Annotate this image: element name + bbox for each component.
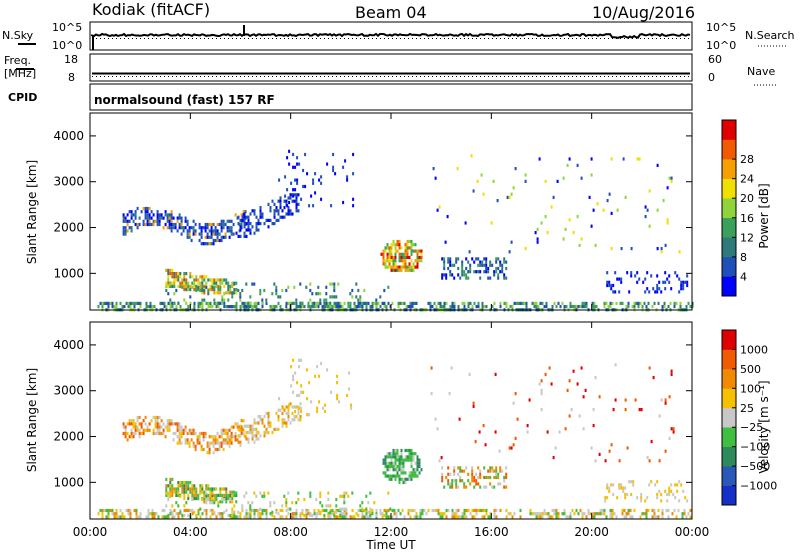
y-tick-label-1-0: 1000 — [53, 475, 84, 489]
velocity-ylabel: Slant Range [km] — [25, 368, 39, 472]
colorbar-swatch — [722, 237, 736, 258]
colorbar-tick-label: 25 — [740, 402, 754, 415]
colorbar-tick-label: 16 — [740, 212, 754, 225]
cpid-label: CPID — [8, 91, 37, 104]
y-tick-label-1-1: 2000 — [53, 430, 84, 444]
colorbar-tick-label: −1000 — [740, 480, 777, 493]
velocity-axes: 1000 2000 3000 4000 — [53, 322, 693, 519]
freq-tick-bottom: 8 — [68, 71, 75, 84]
x-axis-label: Time UT — [365, 538, 416, 552]
x-tick-label: 20:00 — [574, 525, 609, 539]
nsearch-tick-bottom: 10^0 — [706, 39, 736, 52]
beam-title: Beam 04 — [355, 3, 427, 22]
x-tick-label: 04:00 — [173, 525, 208, 539]
velocity-frame — [89, 321, 693, 520]
freq-label-1: Freq. — [4, 54, 31, 67]
nsky-panel — [89, 21, 693, 51]
nsky-tick-top: 10^5 — [52, 21, 82, 34]
colorbar-swatch — [722, 276, 736, 297]
velocity-colorbar: 1000 500 100 25 −25 −100 −500 −1000 — [721, 329, 777, 506]
cpid-panel — [89, 83, 693, 111]
y-tick-label-0-0: 1000 — [53, 266, 84, 280]
x-tick-label: 00:00 — [675, 525, 710, 539]
colorbar-swatch — [722, 485, 736, 506]
x-tick-label: 12:00 — [374, 525, 409, 539]
colorbar-tick-label: 24 — [740, 173, 754, 186]
colorbar-swatch — [722, 120, 736, 140]
nave-tick-top: 60 — [708, 53, 722, 66]
colorbar-tick-label: 28 — [740, 153, 754, 166]
power-ylabel: Slant Range [km] — [25, 160, 39, 264]
velocity-colorbar-label: Velocity [m s⁻¹] — [757, 380, 771, 473]
y-tick-label-0-2: 3000 — [53, 175, 84, 189]
cpid-text: normalsound (fast) 157 RF — [94, 93, 275, 107]
power-axes: 1000 2000 3000 4000 — [53, 113, 693, 310]
colorbar-swatch — [722, 427, 736, 447]
x-tick-label: 16:00 — [474, 525, 509, 539]
colorbar-swatch — [722, 388, 736, 409]
colorbar-swatch — [722, 217, 736, 238]
colorbar-tick-label: 500 — [740, 363, 761, 376]
velocity-panel: 1000 2000 3000 4000 Slant Range [km] — [25, 321, 693, 520]
power-heatmap — [97, 149, 694, 312]
colorbar-swatch — [722, 407, 736, 428]
colorbar-swatch — [722, 349, 736, 370]
colorbar-tick-label: 12 — [740, 231, 754, 244]
colorbar-swatch — [722, 159, 736, 179]
power-panel: 1000 2000 3000 4000 Slant Range [km] — [25, 112, 694, 312]
velocity-heatmap — [97, 358, 692, 519]
nsky-trace — [91, 25, 691, 50]
y-tick-label-0-1: 2000 — [53, 221, 84, 235]
y-tick-label-1-2: 3000 — [53, 384, 84, 398]
colorbar-swatch — [722, 139, 736, 160]
y-tick-label-0-3: 4000 — [53, 129, 84, 143]
colorbar-swatch — [722, 178, 736, 199]
nsky-tick-bottom: 10^0 — [52, 39, 82, 52]
colorbar-swatch — [722, 446, 736, 467]
colorbar-tick-label: −100 — [740, 441, 770, 454]
power-frame — [89, 112, 693, 311]
freq-label-2: [MHz] — [4, 67, 36, 80]
colorbar-swatch — [722, 368, 736, 389]
y-tick-label-1-3: 4000 — [53, 338, 84, 352]
nave-tick-bottom: 0 — [708, 71, 715, 84]
colorbar-swatch — [722, 330, 736, 350]
freq-panel — [89, 53, 693, 82]
nsearch-tick-top: 10^5 — [706, 21, 736, 34]
date-title: 10/Aug/2016 — [592, 3, 696, 22]
colorbar-tick-label: 4 — [740, 270, 747, 283]
colorbar-tick-label: 100 — [740, 382, 761, 395]
power-colorbar: 4 8 12 16 20 24 28 — [721, 119, 754, 297]
freq-tick-top: 18 — [64, 53, 78, 66]
colorbar-tick-label: 8 — [740, 251, 747, 264]
nsky-label: N.Sky — [2, 29, 34, 42]
x-tick-label: 00:00 — [73, 525, 108, 539]
nave-label: Nave — [747, 65, 775, 78]
colorbar-tick-label: 1000 — [740, 343, 768, 356]
x-tick-label: 08:00 — [273, 525, 308, 539]
nsearch-label: N.Search — [745, 29, 795, 42]
x-tick-labels: 00:00 04:00 08:00 12:00 16:00 20:00 00:00 — [73, 525, 710, 539]
colorbar-tick-label: 20 — [740, 192, 754, 205]
colorbar-swatch — [722, 256, 736, 277]
colorbar-tick-label: −500 — [740, 460, 770, 473]
colorbar-swatch — [722, 466, 736, 486]
colorbar-swatch — [722, 198, 736, 219]
colorbar-tick-label: −25 — [740, 421, 763, 434]
power-colorbar-label: Power [dB] — [757, 183, 771, 248]
station-title: Kodiak (fitACF) — [92, 0, 211, 19]
